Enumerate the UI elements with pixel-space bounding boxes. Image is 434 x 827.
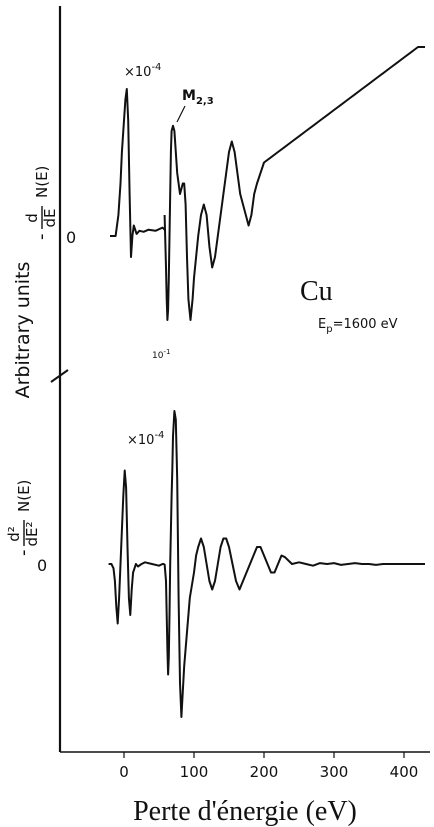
x-axis-label: Perte d'énergie (eV) — [133, 796, 357, 827]
lower-curve-segment-1 — [108, 469, 165, 625]
upper-curve-segment-2 — [163, 46, 425, 321]
upper-label-denominator: dE — [41, 209, 59, 228]
ep-label: Ep=1600 eV — [318, 317, 398, 335]
multiplier-top: ×10-4 — [124, 62, 161, 80]
lower-zero-label: 0 — [37, 556, 47, 575]
x-tick-label: 300 — [320, 763, 349, 781]
lower-panel-label: - d² dE² N(E) — [5, 480, 41, 556]
x-tick-label: 100 — [180, 763, 209, 781]
y-axis-label: Arbitrary units — [12, 262, 34, 399]
upper-panel-label: - d dE N(E) — [23, 166, 59, 240]
lower-label-numerator: d² — [5, 526, 23, 542]
x-tick-label: 200 — [250, 763, 279, 781]
multiplier-mid: 10-1 — [152, 348, 170, 361]
edge-arrow — [176, 105, 186, 123]
edge-label: M2,3 — [182, 88, 214, 107]
upper-curve-segment-1 — [110, 88, 166, 258]
upper-label-minus: - — [31, 234, 52, 241]
lower-label-function: N(E) — [15, 480, 33, 512]
x-ticks: 0 100 200 300 400 — [119, 752, 418, 781]
upper-label-numerator: d — [23, 213, 41, 223]
lower-label-denominator: dE² — [23, 521, 41, 546]
x-tick-label: 400 — [390, 763, 419, 781]
lower-curve-segment-2 — [163, 410, 425, 718]
element-label: Cu — [300, 276, 333, 307]
axis-break-mark — [50, 369, 69, 383]
lower-label-minus: - — [13, 550, 34, 557]
curves — [108, 46, 425, 718]
upper-zero-label: 0 — [66, 228, 76, 247]
multiplier-bottom: ×10-4 — [127, 430, 164, 448]
x-tick-label: 0 — [119, 763, 129, 781]
upper-label-function: N(E) — [33, 166, 51, 198]
